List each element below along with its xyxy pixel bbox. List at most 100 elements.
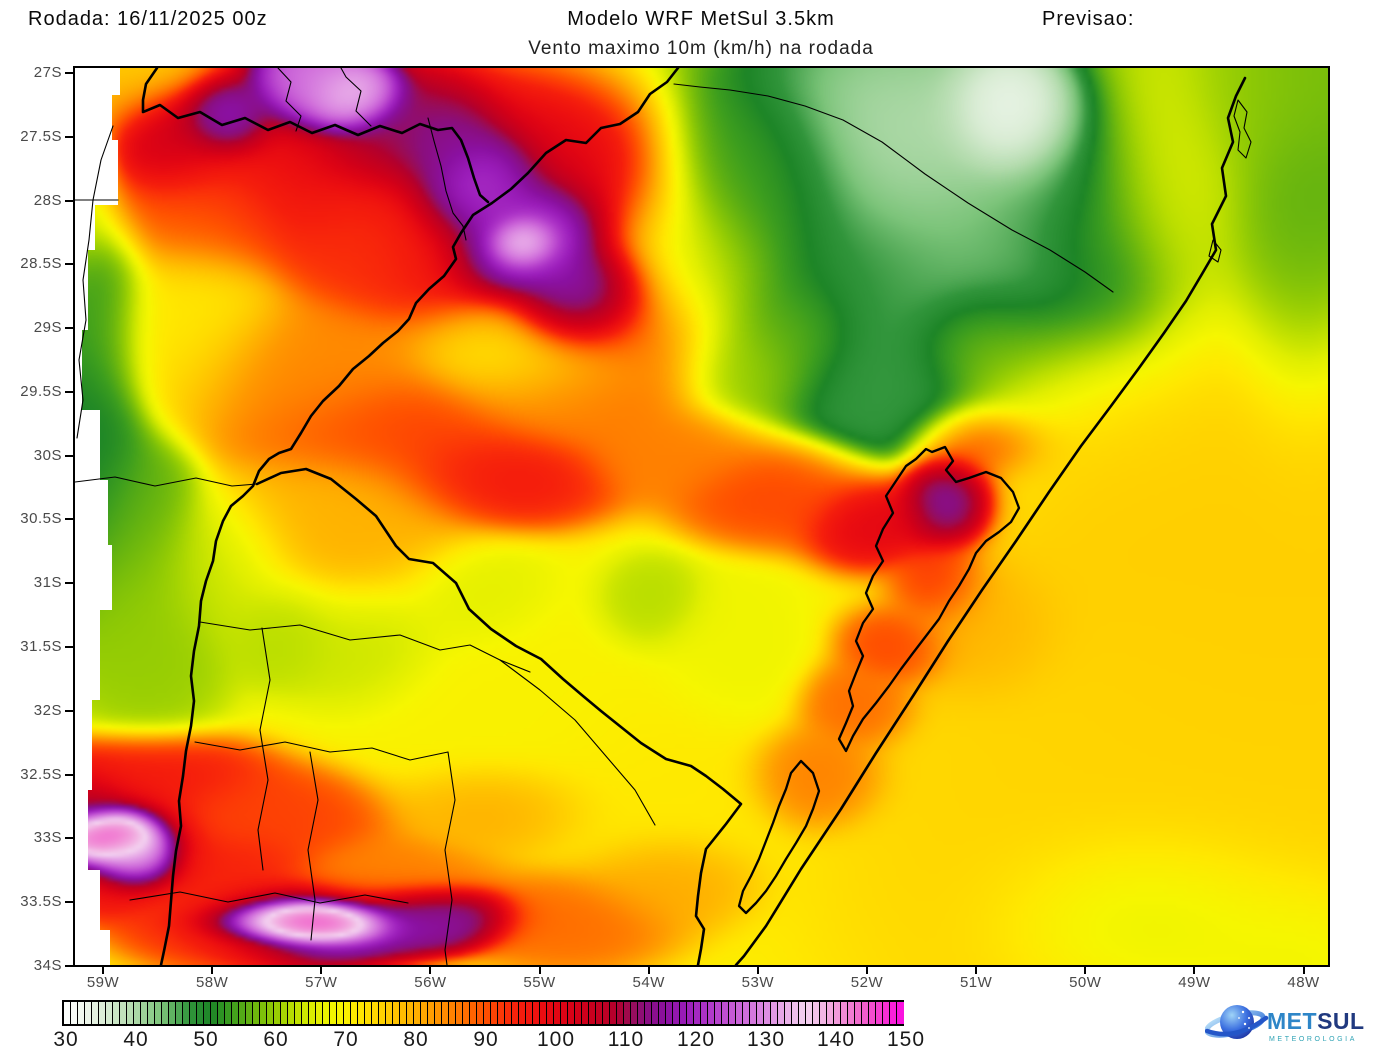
colorbar-cell: [589, 1002, 596, 1024]
colorbar-cell: [239, 1002, 246, 1024]
colorbar-cell: [232, 1002, 239, 1024]
model-title: Modelo WRF MetSul 3.5km: [567, 8, 835, 30]
colorbar-cell: [554, 1002, 561, 1024]
lat-tick-mark: [65, 263, 74, 266]
lat-tick-label: 34S: [33, 956, 62, 974]
colorbar-tick-label: 120: [676, 1028, 716, 1051]
colorbar-cell: [890, 1002, 897, 1024]
colorbar-cell: [575, 1002, 582, 1024]
colorbar-cell: [617, 1002, 624, 1024]
colorbar-cell: [141, 1002, 148, 1024]
logo-met: MET: [1267, 1008, 1317, 1034]
lon-tick-label: 54W: [632, 974, 665, 991]
colorbar-cell: [743, 1002, 750, 1024]
model-run-label: Rodada: 16/11/2025 00z: [28, 8, 268, 30]
colorbar-cell: [764, 1002, 771, 1024]
colorbar-cell: [806, 1002, 813, 1024]
lon-tick-mark: [102, 965, 104, 974]
colorbar-cell: [344, 1002, 351, 1024]
lat-tick-label: 31S: [33, 574, 62, 592]
colorbar-cell: [288, 1002, 295, 1024]
colorbar-cell: [645, 1002, 652, 1024]
colorbar-cell: [386, 1002, 393, 1024]
lagoon-outline: [837, 445, 1021, 753]
lon-tick-mark: [975, 965, 978, 974]
lat-tick-label: 28S: [33, 191, 62, 209]
lon-tick-label: 51W: [959, 974, 993, 991]
colorbar-cell: [834, 1002, 841, 1024]
colorbar-cell: [750, 1002, 757, 1024]
minor-boundary-line: [76, 125, 114, 439]
lat-tick-mark: [65, 709, 74, 712]
colorbar-tick-label: 150: [886, 1028, 926, 1051]
lat-tick-label: 33S: [33, 829, 62, 847]
colorbar-cell: [78, 1002, 85, 1024]
colorbar-tick-label: 90: [473, 1028, 499, 1051]
colorbar-cell: [680, 1002, 687, 1024]
lon-tick-mark: [865, 965, 868, 974]
colorbar-cell: [484, 1002, 491, 1024]
colorbar-cell: [498, 1002, 505, 1024]
lagoon-outline: [737, 759, 821, 915]
colorbar-cell: [337, 1002, 344, 1024]
colorbar-cell: [71, 1002, 78, 1024]
lon-tick-mark: [1302, 965, 1305, 974]
lat-tick-label: 27.5S: [20, 127, 62, 145]
colorbar-cell: [260, 1002, 267, 1024]
colorbar-cell: [281, 1002, 288, 1024]
lat-tick-label: 31.5S: [20, 638, 62, 656]
colorbar-cell: [778, 1002, 785, 1024]
colorbar-cell: [715, 1002, 722, 1024]
lat-tick-mark: [65, 837, 74, 840]
lat-tick-mark: [65, 390, 74, 393]
lon-tick-label: 49W: [1178, 974, 1211, 991]
colorbar-cell: [792, 1002, 799, 1024]
colorbar-cell: [687, 1002, 694, 1024]
lat-tick-mark: [65, 582, 74, 585]
colorbar-cell: [274, 1002, 281, 1024]
colorbar-cell: [603, 1002, 610, 1024]
colorbar-cell: [722, 1002, 729, 1024]
colorbar-cell: [421, 1002, 428, 1024]
logo-wordmark: METSUL: [1267, 1008, 1365, 1034]
colorbar-cell: [365, 1002, 372, 1024]
colorbar-cell: [302, 1002, 309, 1024]
colorbar-cell: [197, 1002, 204, 1024]
colorbar-cell: [330, 1002, 337, 1024]
colorbar-cell: [379, 1002, 386, 1024]
colorbar-cell: [162, 1002, 169, 1024]
colorbar-cell: [106, 1002, 113, 1024]
colorbar-cell: [638, 1002, 645, 1024]
colorbar-cell: [505, 1002, 512, 1024]
lat-tick-mark: [65, 72, 74, 74]
major-boundary-line: [255, 467, 743, 965]
metsul-logo: METSUL METEOROLOGIA: [1205, 1005, 1365, 1043]
colorbar-cell: [757, 1002, 764, 1024]
colorbar-tick-label: 80: [403, 1028, 429, 1051]
colorbar-cell: [869, 1002, 876, 1024]
colorbar-cell: [897, 1002, 904, 1024]
colorbar-cell: [491, 1002, 498, 1024]
minor-boundary-line: [257, 627, 271, 871]
colorbar-tick-label: 40: [123, 1028, 149, 1051]
lat-tick-mark: [65, 518, 74, 521]
colorbar-cell: [92, 1002, 99, 1024]
minor-boundary-line: [340, 68, 372, 127]
minor-boundary-line: [499, 659, 656, 826]
lon-tick-label: 52W: [850, 974, 884, 991]
lat-tick-label: 30.5S: [20, 510, 62, 528]
colorbar-cell: [862, 1002, 869, 1024]
lon-tick-mark: [756, 965, 759, 974]
map-frame: [73, 66, 1330, 967]
colorbar-cell: [519, 1002, 526, 1024]
lon-tick-mark: [211, 965, 214, 974]
lon-tick-mark: [538, 965, 541, 974]
colorbar-cell: [155, 1002, 162, 1024]
colorbar-cell: [323, 1002, 330, 1024]
colorbar-cell: [848, 1002, 855, 1024]
colorbar-cell: [64, 1002, 71, 1024]
minor-boundary-line: [673, 83, 1114, 293]
lat-tick-label: 30S: [33, 446, 62, 464]
colorbar-cell: [512, 1002, 519, 1024]
colorbar-cell: [813, 1002, 820, 1024]
